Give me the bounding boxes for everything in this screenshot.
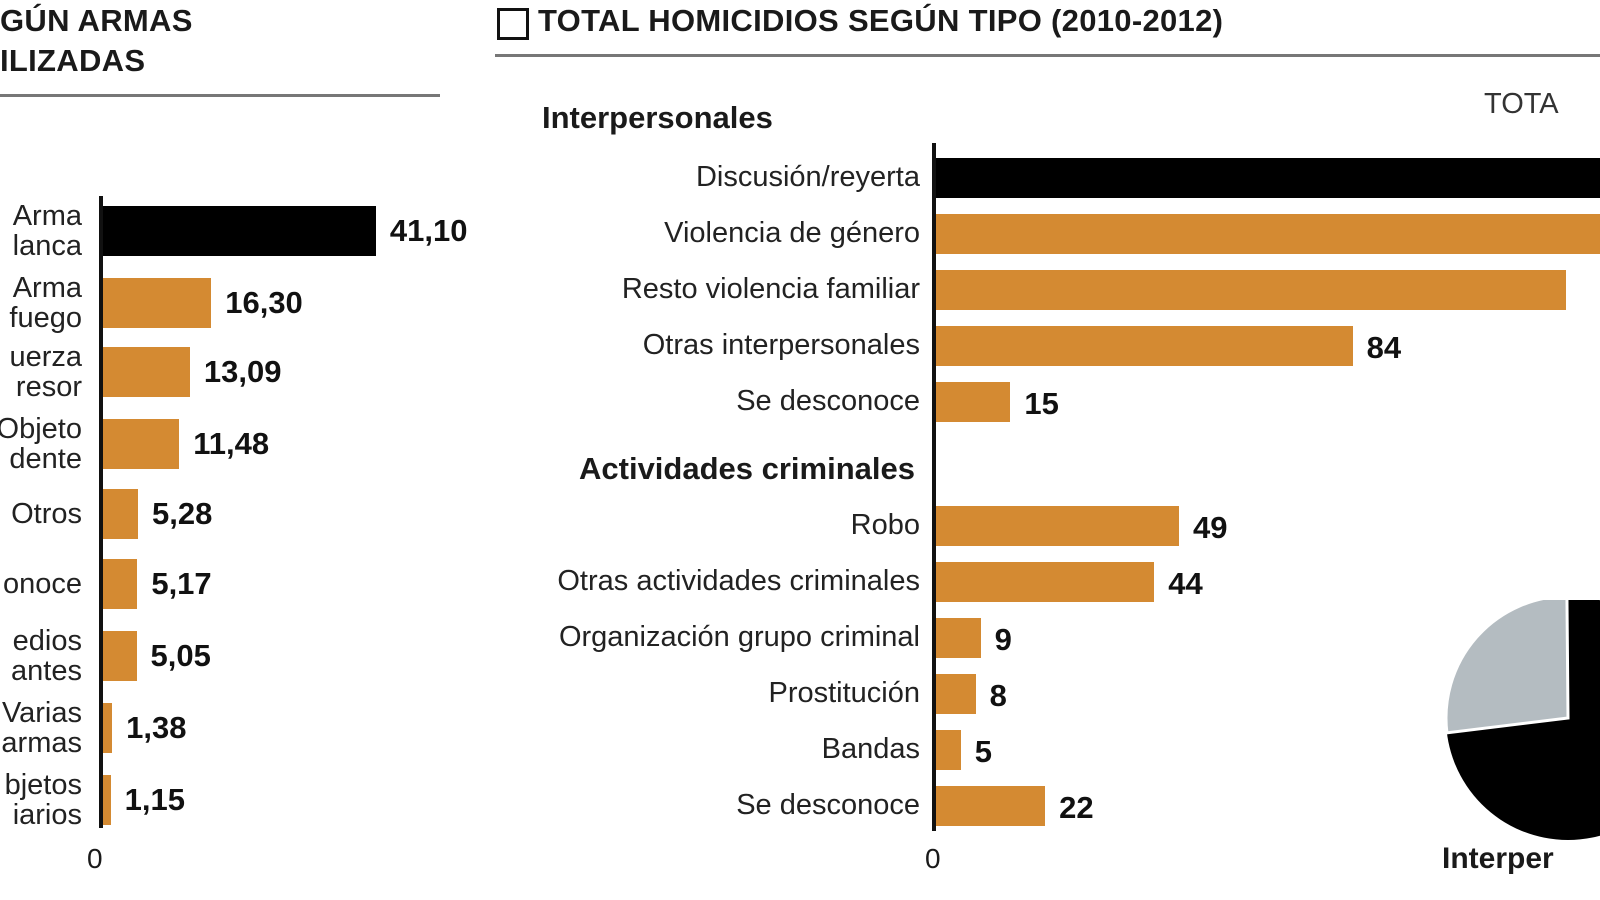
bar-0 [103, 206, 376, 256]
left-x-tick-0: 0 [87, 843, 103, 874]
value-label-5: 5,17 [151, 566, 212, 601]
category-label-1-2: Organización grupo criminal [558, 621, 920, 653]
value-label-1-1: 44 [1168, 566, 1203, 601]
bar-5 [103, 559, 138, 609]
value-label-0-4: 15 [1024, 386, 1059, 421]
category-label-1-0: Robo [850, 509, 920, 541]
category-label-1: Arma fuego [9, 273, 82, 333]
right-title-rule [495, 54, 1600, 57]
category-label-0-3: Otras interpersonales [642, 329, 920, 361]
category-label-4: Otros [11, 499, 82, 529]
right-axis-line [932, 143, 936, 831]
value-label-6: 5,05 [150, 638, 211, 673]
category-label-line: Arma [12, 272, 82, 304]
category-label-1-4: Bandas [821, 733, 920, 765]
left-axis-line [99, 196, 103, 828]
category-label-line: Otros [11, 498, 82, 530]
category-label-line: Arma [12, 200, 82, 232]
left-chart-title-line2: ILIZADAS [0, 43, 146, 78]
category-label-line: Objeto [0, 413, 82, 445]
category-label-7: Varias armas [1, 698, 82, 758]
category-label-1-5: Se desconoce [736, 789, 920, 821]
category-label-5: onoce [3, 569, 82, 599]
bar-8 [103, 775, 111, 825]
value-label-7: 1,38 [126, 710, 187, 745]
value-label-1: 16,30 [225, 285, 303, 320]
category-label-line: onoce [2, 568, 82, 600]
right-x-tick-0: 0 [925, 843, 941, 874]
value-label-0-3: 84 [1366, 330, 1402, 365]
right-chart-title: TOTAL HOMICIDIOS SEGÚN TIPO (2010-2012) [538, 3, 1224, 38]
value-label-1-0: 49 [1193, 510, 1228, 545]
category-label-line: fuego [9, 302, 82, 334]
bar-1-0 [936, 506, 1180, 546]
bar-6 [103, 631, 137, 681]
bar-1-1 [936, 562, 1155, 602]
category-label-line: dente [9, 443, 82, 475]
group-header-actividades-criminales: Actividades criminales [579, 451, 915, 486]
bar-1-4 [936, 730, 961, 770]
category-label-1-3: Prostitución [768, 677, 920, 709]
category-label-line: bjetos [4, 769, 82, 801]
value-label-3: 11,48 [193, 426, 270, 461]
value-label-2: 13,09 [203, 354, 282, 389]
value-label-1-4: 5 [974, 734, 993, 769]
pie-chart [1444, 600, 1600, 840]
category-label-line: Varias [1, 697, 82, 729]
category-label-0-0: Discusión/reyerta [695, 161, 920, 193]
category-label-line: lanca [12, 230, 82, 262]
category-label-0-1: Violencia de género [664, 217, 920, 249]
category-label-0-4: Se desconoce [736, 385, 920, 417]
bar-0-2 [936, 270, 1566, 310]
category-label-0-2: Resto violencia familiar [621, 273, 920, 305]
value-label-1-3: 8 [989, 678, 1007, 713]
value-label-4: 5,28 [152, 496, 213, 531]
value-label-8: 1,15 [124, 782, 185, 817]
category-label-line: uerza [9, 341, 82, 373]
square-icon [497, 8, 529, 40]
category-label-0: Arma lanca [13, 201, 82, 261]
group-header-interpersonales: Interpersonales [542, 100, 773, 135]
category-label-2: uerza resor [9, 342, 82, 402]
bar-3 [103, 419, 180, 469]
pie-slice-other [1444, 600, 1570, 735]
bar-0-1 [936, 214, 1600, 254]
category-label-3: Objeto dente [0, 414, 82, 474]
pie-label: Interper [1442, 842, 1554, 875]
category-label-8: bjetos iarios [5, 770, 82, 830]
value-label-0: 41,10 [389, 213, 468, 248]
left-chart-title-line1: GÚN ARMAS [0, 3, 193, 38]
bar-1-5 [936, 786, 1046, 826]
bar-4 [103, 489, 139, 539]
category-label-line: resor [15, 371, 82, 403]
bar-0-4 [936, 382, 1011, 422]
bar-1-2 [936, 618, 981, 658]
bar-1 [103, 278, 212, 328]
bar-1-3 [936, 674, 976, 714]
category-label-line: edios [12, 625, 82, 657]
value-label-1-2: 9 [994, 622, 1012, 657]
category-label-line: armas [1, 727, 82, 759]
category-label-line: antes [11, 655, 82, 687]
category-label-line: iarios [12, 799, 82, 831]
bar-7 [103, 703, 113, 753]
bar-2 [103, 347, 190, 397]
category-label-1-1: Otras actividades criminales [557, 565, 920, 597]
value-label-1-5: 22 [1059, 790, 1094, 825]
left-title-rule [0, 94, 440, 97]
pie-title: TOTA [1484, 88, 1559, 120]
category-label-6: edios antes [11, 626, 82, 686]
bar-0-3 [936, 326, 1353, 366]
bar-0-0 [936, 158, 1600, 198]
